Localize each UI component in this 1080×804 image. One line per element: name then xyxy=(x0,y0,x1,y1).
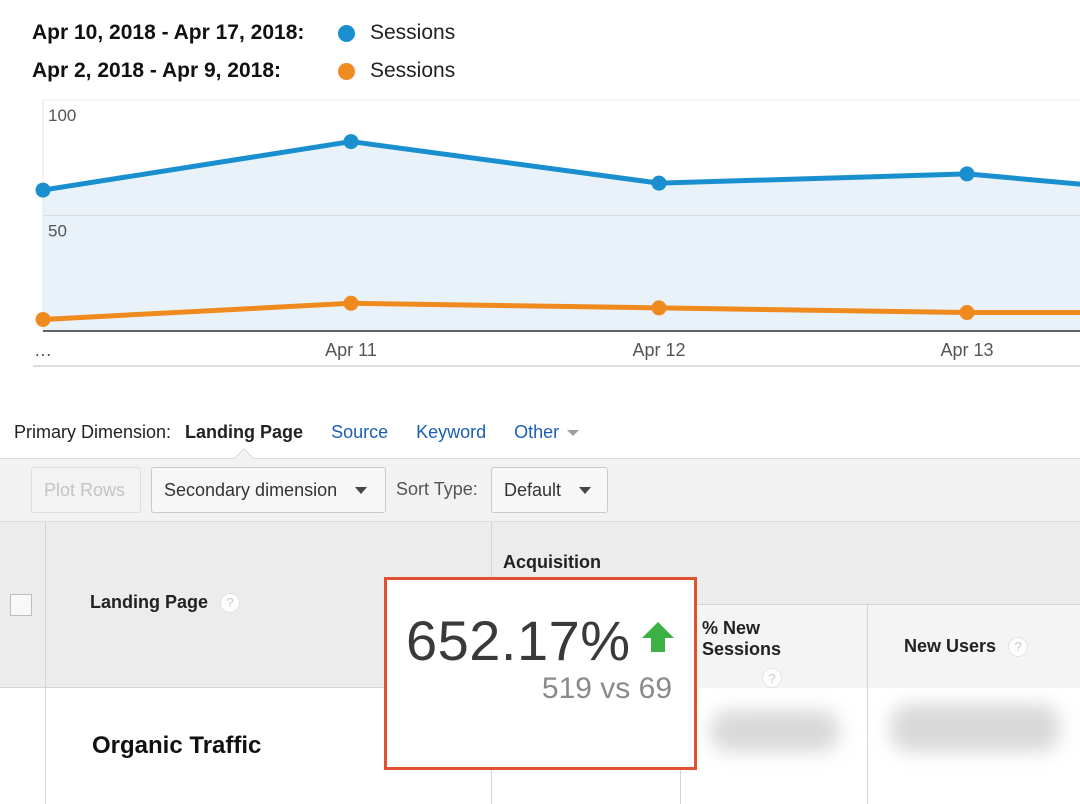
legend-series-name-previous: Sessions xyxy=(370,59,456,82)
column-group-acquisition: Acquisition xyxy=(503,552,601,573)
dimension-other-dropdown[interactable]: Other xyxy=(514,421,580,443)
legend-range-current: Apr 10, 2018 - Apr 17, 2018: xyxy=(32,21,305,44)
column-header-new-users[interactable]: New Users ? xyxy=(904,636,1029,657)
landing-page-header-label: Landing Page xyxy=(90,592,209,612)
chevron-down-icon xyxy=(579,486,592,494)
primary-dimension-bar: Primary Dimension: Landing Page Source K… xyxy=(14,418,580,446)
column-header-landing-page[interactable]: Landing Page ? xyxy=(90,592,241,613)
help-icon[interactable]: ? xyxy=(762,668,782,688)
chevron-down-icon xyxy=(567,430,580,436)
legend-series-name-current: Sessions xyxy=(370,21,456,44)
data-point xyxy=(35,182,51,198)
table-row-label[interactable]: Organic Traffic xyxy=(92,732,262,759)
comparison-values: 519 vs 69 xyxy=(541,672,672,705)
x-tick-label: Apr 13 xyxy=(940,340,993,360)
column-divider xyxy=(45,522,46,688)
new-users-header-label: New Users xyxy=(904,636,997,656)
table-toolbar: Plot Rows Secondary dimension Sort Type:… xyxy=(0,448,1080,522)
sort-type-value: Default xyxy=(504,479,562,500)
active-dimension-pointer xyxy=(234,448,254,468)
legend-current-period: Apr 10, 2018 - Apr 17, 2018: Sessions xyxy=(32,18,455,48)
new-sessions-header-label: % New Sessions xyxy=(702,618,782,659)
plot-rows-label: Plot Rows xyxy=(44,479,126,500)
series-area-fill xyxy=(43,141,1080,331)
dimension-keyword-link[interactable]: Keyword xyxy=(416,421,487,442)
secondary-dimension-dropdown[interactable]: Secondary dimension xyxy=(151,467,386,513)
dimension-source-link[interactable]: Source xyxy=(331,421,389,442)
chevron-down-icon xyxy=(355,486,368,494)
data-point xyxy=(959,166,975,182)
arrow-up-icon xyxy=(642,622,674,652)
sort-type-label: Sort Type: xyxy=(396,479,478,499)
x-tick-label: Apr 12 xyxy=(632,340,685,360)
secondary-dimension-label: Secondary dimension xyxy=(164,479,338,500)
column-divider xyxy=(867,688,868,804)
x-tick-label: … xyxy=(34,340,52,360)
column-divider xyxy=(867,604,868,688)
x-tick-label: Apr 11 xyxy=(325,340,377,360)
dimension-landing-page[interactable]: Landing Page xyxy=(185,421,304,442)
acquisition-header-label: Acquisition xyxy=(503,552,601,572)
sessions-line-chart[interactable]: 100 50 … Apr 11 Apr 12 Apr 13 xyxy=(0,96,1080,376)
y-tick-label: 50 xyxy=(48,222,67,241)
data-point xyxy=(343,295,359,311)
blurred-cell-new-sessions xyxy=(710,710,840,752)
blurred-cell-new-users xyxy=(890,704,1060,752)
primary-dimension-label: Primary Dimension: xyxy=(14,421,172,442)
help-icon[interactable]: ? xyxy=(1008,636,1029,657)
legend-dot-current xyxy=(338,24,355,42)
data-point xyxy=(959,305,975,321)
column-header-new-sessions[interactable]: % New Sessions ? xyxy=(702,618,842,688)
legend-previous-period: Apr 2, 2018 - Apr 9, 2018: Sessions xyxy=(32,56,455,86)
sessions-change-callout: 652.17% 519 vs 69 xyxy=(384,577,697,770)
legend-range-previous: Apr 2, 2018 - Apr 9, 2018: xyxy=(32,59,282,82)
help-icon[interactable]: ? xyxy=(220,592,241,613)
data-point xyxy=(651,300,667,316)
select-all-checkbox[interactable] xyxy=(10,594,32,616)
data-point xyxy=(35,311,51,327)
legend-dot-previous xyxy=(338,62,355,80)
sort-type-dropdown[interactable]: Default xyxy=(491,467,608,513)
dimension-other-label: Other xyxy=(514,421,560,442)
data-point xyxy=(651,175,667,191)
data-point xyxy=(343,134,359,150)
column-divider xyxy=(45,688,46,804)
percent-change-value: 652.17% xyxy=(406,609,631,672)
plot-rows-button[interactable]: Plot Rows xyxy=(31,467,141,513)
y-tick-label: 100 xyxy=(48,106,76,125)
